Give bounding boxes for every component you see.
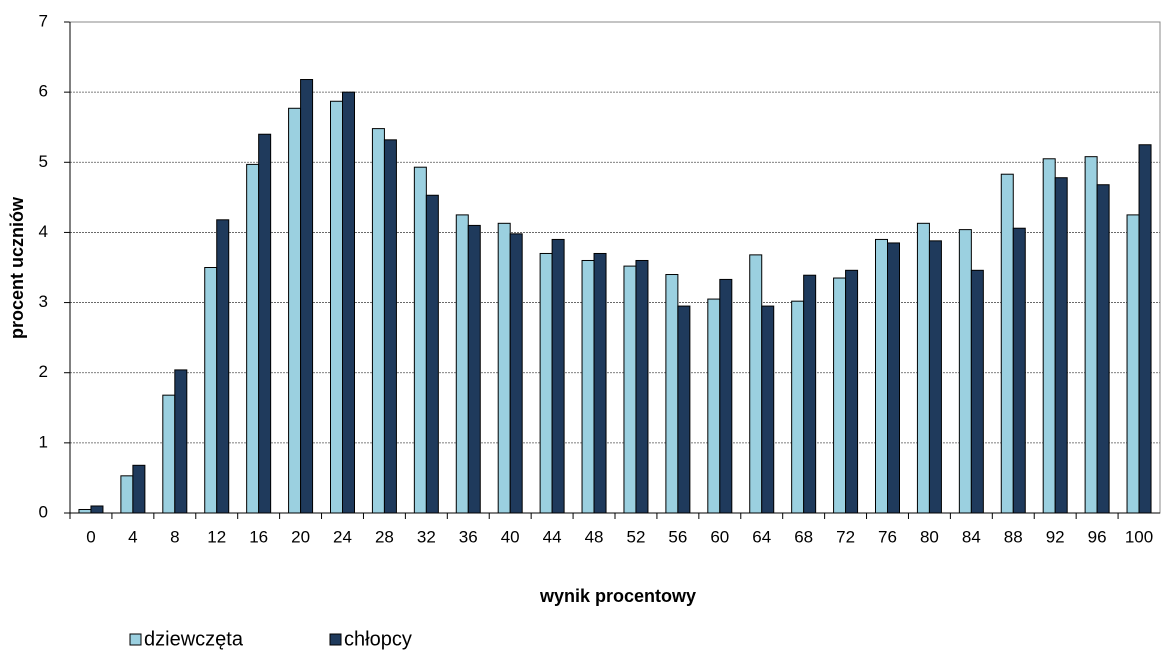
bar xyxy=(1084,156,1098,514)
bar xyxy=(1138,144,1152,514)
x-tick-label: 0 xyxy=(86,527,95,546)
bar xyxy=(288,107,302,514)
bar xyxy=(875,238,888,514)
bar xyxy=(204,267,218,514)
bar xyxy=(833,277,847,514)
y-tick-label: 0 xyxy=(39,502,48,521)
x-tick-label: 92 xyxy=(1046,527,1065,546)
bar xyxy=(623,265,637,514)
bar xyxy=(455,214,469,514)
x-tick-label: 88 xyxy=(1004,527,1023,546)
bar xyxy=(761,305,775,514)
y-axis-title: procent uczniów xyxy=(7,196,27,339)
bar xyxy=(258,133,272,514)
legend-label: chłopcy xyxy=(344,628,412,650)
x-tick-label: 48 xyxy=(585,527,604,546)
x-tick-label: 36 xyxy=(459,527,478,546)
bar xyxy=(246,163,260,514)
bar xyxy=(509,233,523,514)
plot-frame xyxy=(69,21,1161,514)
x-tick-label: 16 xyxy=(249,527,268,546)
x-tick-label: 64 xyxy=(752,527,771,546)
y-tick-label: 5 xyxy=(39,152,48,171)
bar xyxy=(330,100,343,514)
bar xyxy=(887,242,900,514)
y-tick-label: 7 xyxy=(39,11,48,30)
bar xyxy=(467,224,481,514)
legend-label: dziewczęta xyxy=(144,628,244,650)
bar xyxy=(1126,214,1140,514)
bar xyxy=(719,278,733,514)
bar xyxy=(132,464,146,514)
bar xyxy=(791,300,805,514)
x-tick-label: 32 xyxy=(417,527,436,546)
y-tick-label: 3 xyxy=(39,292,48,311)
bar xyxy=(497,222,511,514)
bar xyxy=(749,254,763,514)
y-tick-label: 2 xyxy=(39,362,48,381)
bar xyxy=(216,219,230,514)
bar xyxy=(342,91,355,514)
y-tick-label: 6 xyxy=(39,82,48,101)
x-tick-label: 24 xyxy=(333,527,352,546)
bar xyxy=(174,369,188,514)
x-tick-label: 20 xyxy=(291,527,310,546)
legend-swatch xyxy=(329,633,342,646)
x-axis-title: wynik procentowy xyxy=(539,586,696,606)
x-tick-label: 72 xyxy=(836,527,855,546)
bar xyxy=(90,505,104,514)
bar xyxy=(413,166,427,514)
bar xyxy=(383,139,397,514)
bar xyxy=(803,274,817,514)
bar xyxy=(539,252,553,514)
bar xyxy=(707,298,721,514)
bar xyxy=(371,128,385,514)
bar xyxy=(665,274,679,514)
bar xyxy=(970,269,984,514)
bar xyxy=(593,252,607,514)
x-tick-label: 12 xyxy=(207,527,226,546)
bar xyxy=(1096,184,1110,514)
bar xyxy=(551,238,565,514)
bar xyxy=(635,259,649,514)
bar xyxy=(928,240,942,514)
bar xyxy=(1042,158,1056,514)
x-tick-label: 60 xyxy=(710,527,729,546)
x-tick-label: 52 xyxy=(627,527,646,546)
bar xyxy=(425,194,439,514)
bar xyxy=(958,229,972,514)
bar xyxy=(916,222,930,514)
bar xyxy=(677,305,691,514)
y-tick-label: 1 xyxy=(39,432,48,451)
x-tick-label: 28 xyxy=(375,527,394,546)
bar xyxy=(300,79,314,514)
y-tick-label: 4 xyxy=(39,222,48,241)
x-tick-label: 96 xyxy=(1088,527,1107,546)
x-tick-label: 4 xyxy=(128,527,137,546)
x-tick-label: 100 xyxy=(1125,527,1153,546)
x-tick-label: 80 xyxy=(920,527,939,546)
x-tick-label: 40 xyxy=(501,527,520,546)
legend-swatch xyxy=(129,633,142,646)
bar xyxy=(1012,227,1026,514)
x-tick-label: 84 xyxy=(962,527,981,546)
bar xyxy=(1054,177,1068,514)
bar xyxy=(581,259,595,514)
bar xyxy=(78,508,92,514)
bar xyxy=(845,269,859,514)
x-tick-label: 8 xyxy=(170,527,179,546)
bar xyxy=(162,394,176,514)
x-tick-label: 56 xyxy=(668,527,687,546)
bar xyxy=(1000,173,1014,514)
x-tick-label: 68 xyxy=(794,527,813,546)
x-tick-label: 76 xyxy=(878,527,897,546)
x-tick-label: 44 xyxy=(543,527,562,546)
bar xyxy=(120,475,134,514)
